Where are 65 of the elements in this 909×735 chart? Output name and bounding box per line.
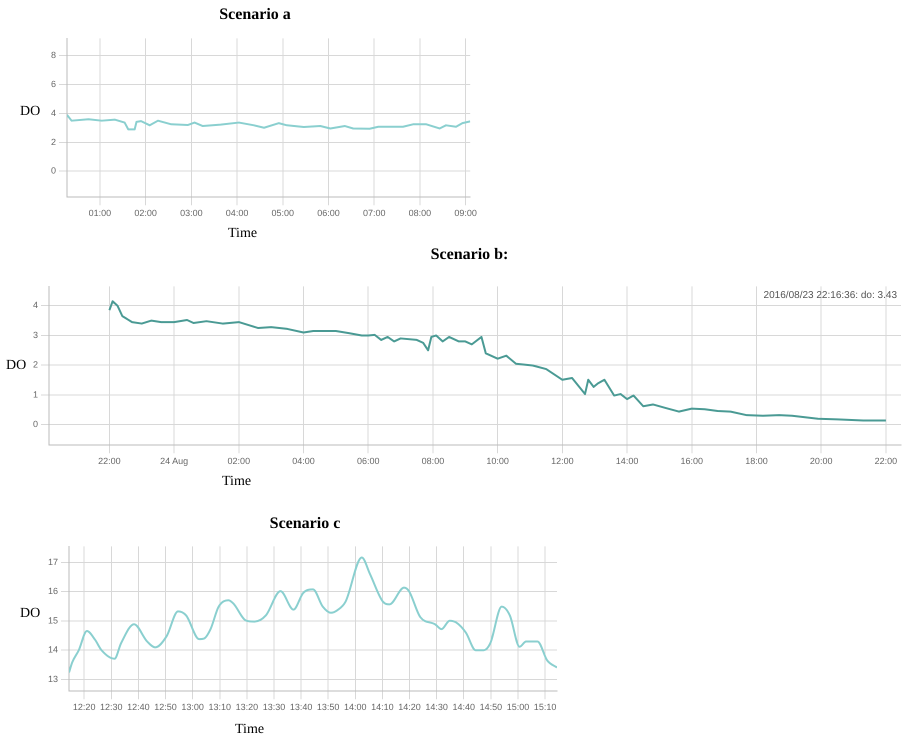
y-tick-label: 2 [32,360,38,370]
x-tick-label: 14:40 [452,702,476,712]
y-tick-label: 1 [32,389,38,400]
x-tick-label: 13:50 [316,702,340,712]
x-tick-label: 12:30 [100,702,123,712]
x-tick-label: 20:00 [810,456,832,466]
x-tick-label: 08:00 [422,456,444,466]
x-tick-label: 18:00 [745,456,768,466]
y-tick-label: 0 [32,419,38,430]
annotation: 2016/08/23 22:16:36: do: 3.43 [764,290,898,302]
x-tick-label: 05:00 [272,208,294,218]
x-tick-label: 24 Aug [160,456,188,466]
chart-title: Scenario b: [430,246,510,264]
x-tick-label: 15:00 [506,702,530,712]
x-tick-label: 03:00 [180,208,203,218]
y-tick-label: 0 [50,166,56,176]
y-tick-label: 4 [32,300,38,310]
x-tick-label: 06:00 [356,456,380,466]
y-tick-label: 3 [32,330,38,340]
x-tick-label: 06:00 [317,208,340,218]
x-axis-title: Time [222,474,252,490]
y-tick-label: 8 [50,50,56,60]
x-tick-label: 14:50 [480,702,502,712]
y-tick-label: 6 [50,79,56,90]
x-tick-label: 13:20 [236,702,258,712]
y-tick-label: 16 [48,586,58,596]
y-tick-label: 4 [50,108,56,118]
x-axis-title: Time [235,722,264,735]
x-tick-label: 15:10 [534,702,556,712]
x-tick-label: 13:40 [290,702,312,712]
x-tick-label: 12:50 [154,702,177,712]
x-tick-label: 04:00 [226,208,248,218]
x-tick-label: 14:00 [616,456,638,466]
x-tick-label: 14:10 [371,702,394,712]
x-tick-label: 07:00 [362,208,386,218]
x-tick-label: 01:00 [88,208,112,218]
y-tick-label: 14 [48,644,58,655]
x-tick-label: 10:00 [486,456,509,466]
x-tick-label: 12:40 [127,702,150,712]
x-axis-title: Time [228,226,258,242]
x-tick-label: 02:00 [134,208,157,218]
chart-title: Scenario c [268,515,342,533]
x-tick-label: 09:00 [454,208,477,218]
x-tick-label: 12:20 [72,702,96,712]
x-tick-label: 16:00 [680,456,704,466]
y-tick-label: 17 [48,556,58,567]
x-tick-label: 13:00 [181,702,204,712]
x-tick-label: 13:30 [262,702,286,712]
x-tick-label: 12:00 [551,456,574,466]
y-axis-title: DO [6,358,26,374]
x-tick-label: 13:10 [208,702,232,712]
x-tick-label: 08:00 [408,208,432,218]
x-tick-label: 02:00 [228,456,250,466]
x-tick-label: 04:00 [292,456,315,466]
x-tick-label: 22:00 [874,456,898,466]
x-tick-label: 14:30 [425,702,448,712]
y-tick-label: 2 [50,136,56,147]
y-axis-title: DO [20,606,40,622]
y-axis-title: DO [20,104,40,120]
y-tick-label: 15 [48,615,58,626]
y-tick-label: 13 [48,674,58,684]
x-tick-label: 22:00 [98,456,121,466]
chart-title: Scenario a [218,6,292,24]
x-tick-label: 14:20 [398,702,421,712]
x-tick-label: 14:00 [344,702,367,712]
